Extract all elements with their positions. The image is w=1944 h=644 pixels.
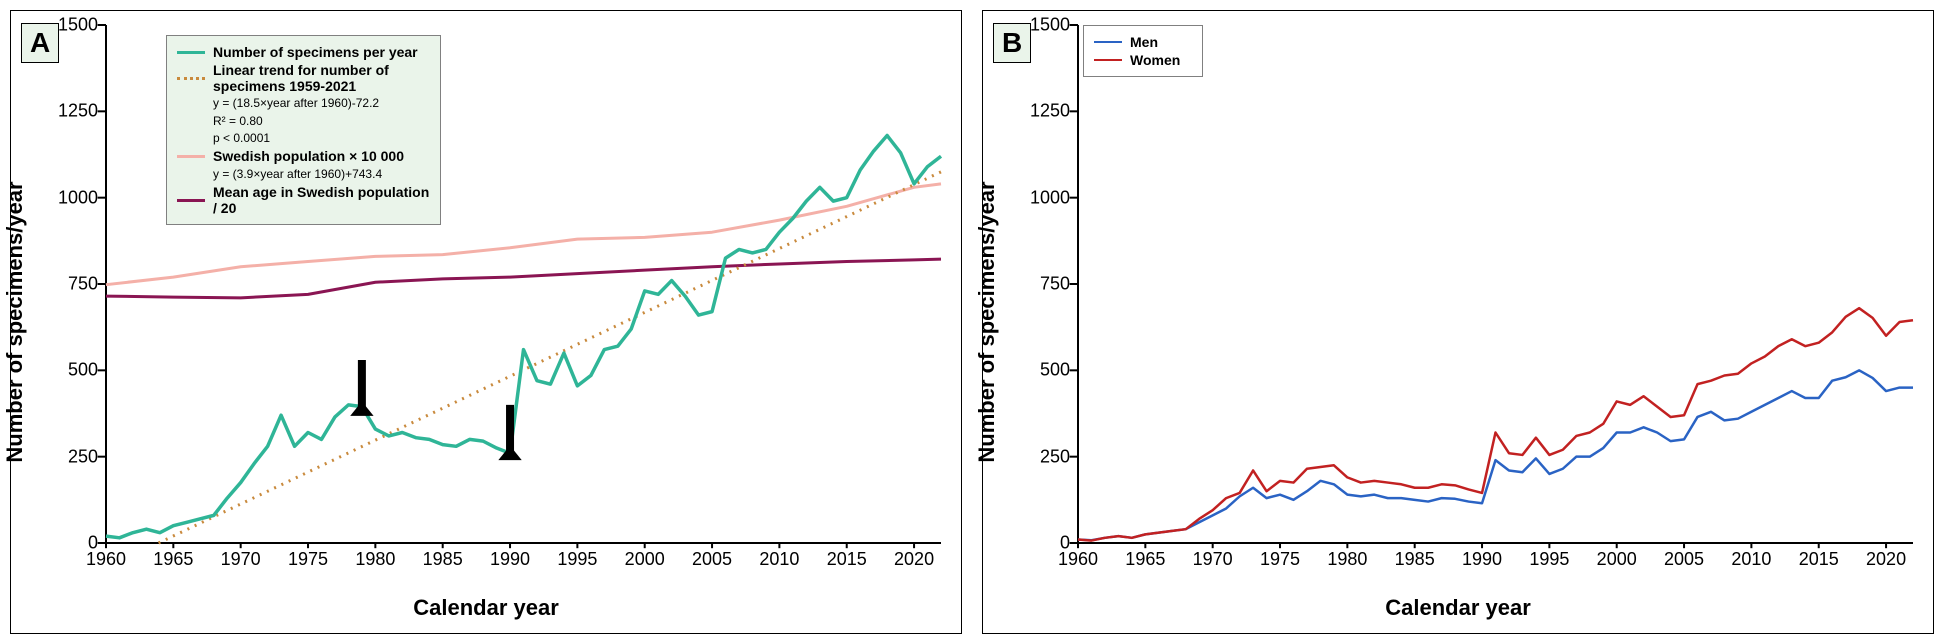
legend-swatch — [177, 51, 205, 54]
legend-swatch — [1094, 59, 1122, 61]
x-tick-label: 1970 — [1193, 549, 1233, 570]
legend-item: Men — [1094, 34, 1192, 50]
x-tick-label: 1970 — [221, 549, 261, 570]
x-tick-label: 2010 — [759, 549, 799, 570]
y-tick-label: 750 — [1040, 274, 1070, 295]
x-tick-label: 1965 — [1125, 549, 1165, 570]
panel-b-chart-svg — [1078, 25, 1913, 543]
legend-a: Number of specimens per year Linear trend… — [166, 35, 441, 225]
y-tick-label: 1500 — [1030, 15, 1070, 36]
panel-b-label: B — [993, 23, 1031, 63]
y-tick-label: 500 — [68, 360, 98, 381]
x-tick-label: 1980 — [355, 549, 395, 570]
y-tick-label: 250 — [1040, 446, 1070, 467]
x-tick-label: 1980 — [1327, 549, 1367, 570]
panel-a-y-axis-label: Number of specimens/year — [2, 181, 28, 462]
series-trend — [159, 172, 941, 543]
x-tick-label: 2000 — [625, 549, 665, 570]
x-tick-label: 1990 — [490, 549, 530, 570]
x-tick-label: 2005 — [692, 549, 732, 570]
panel-b-x-ticks: 1960196519701975198019851990199520002005… — [1078, 549, 1913, 573]
y-tick-label: 250 — [68, 446, 98, 467]
x-tick-label: 1995 — [1529, 549, 1569, 570]
legend-item: Number of specimens per year — [177, 44, 430, 60]
x-tick-label: 2020 — [1866, 549, 1906, 570]
y-tick-label: 500 — [1040, 360, 1070, 381]
x-tick-label: 1965 — [153, 549, 193, 570]
x-tick-label: 1960 — [1058, 549, 1098, 570]
y-tick-label: 1500 — [58, 15, 98, 36]
x-tick-label: 2010 — [1731, 549, 1771, 570]
x-tick-label: 1990 — [1462, 549, 1502, 570]
legend-swatch — [177, 77, 205, 80]
x-tick-label: 1960 — [86, 549, 126, 570]
arrow-down-icon — [498, 446, 521, 461]
x-tick-label: 1985 — [1395, 549, 1435, 570]
y-tick-label: 1000 — [58, 187, 98, 208]
y-tick-label: 1000 — [1030, 187, 1070, 208]
legend-item: Swedish population × 10 000 — [177, 148, 430, 164]
x-tick-label: 2000 — [1597, 549, 1637, 570]
legend-label: Men — [1130, 34, 1158, 50]
x-tick-label: 2005 — [1664, 549, 1704, 570]
legend-label: Mean age in Swedish population / 20 — [213, 184, 430, 216]
x-tick-label: 1975 — [1260, 549, 1300, 570]
legend-label: Women — [1130, 52, 1180, 68]
legend-label: Number of specimens per year — [213, 44, 418, 60]
panel-b-y-axis-label: Number of specimens/year — [974, 181, 1000, 462]
legend-equation: R² = 0.80 — [213, 114, 430, 128]
x-tick-label: 1985 — [423, 549, 463, 570]
x-tick-label: 2015 — [827, 549, 867, 570]
x-tick-label: 2015 — [1799, 549, 1839, 570]
legend-equation: y = (18.5×year after 1960)-72.2 — [213, 96, 430, 110]
series-mean_age — [106, 259, 941, 298]
panel-a-label: A — [21, 23, 59, 63]
x-tick-label: 1975 — [288, 549, 328, 570]
legend-swatch — [1094, 41, 1122, 43]
x-tick-label: 1995 — [557, 549, 597, 570]
legend-swatch — [177, 155, 205, 158]
y-tick-label: 1250 — [58, 101, 98, 122]
legend-item: Mean age in Swedish population / 20 — [177, 184, 430, 216]
legend-b: Men Women — [1083, 25, 1203, 77]
panel-b: B MenWomen Number of specimens/year Cale… — [982, 10, 1934, 634]
legend-label: Linear trend for number of specimens 195… — [213, 62, 430, 94]
legend-item: Women — [1094, 52, 1192, 68]
series-women — [1078, 308, 1913, 540]
legend-item: Linear trend for number of specimens 195… — [177, 62, 430, 94]
legend-swatch — [177, 199, 205, 202]
legend-equation: p < 0.0001 — [213, 131, 430, 145]
panel-a-x-ticks: 1960196519701975198019851990199520002005… — [106, 549, 941, 573]
arrow-down-icon — [350, 401, 373, 416]
legend-label: Swedish population × 10 000 — [213, 148, 404, 164]
panel-a: A Number of specimens per year Linear tre… — [10, 10, 962, 634]
panel-b-x-axis-label: Calendar year — [1385, 595, 1531, 621]
legend-equation: y = (3.9×year after 1960)+743.4 — [213, 167, 430, 181]
y-tick-label: 1250 — [1030, 101, 1070, 122]
panel-b-plot — [1078, 25, 1913, 543]
panel-a-x-axis-label: Calendar year — [413, 595, 559, 621]
y-tick-label: 750 — [68, 274, 98, 295]
x-tick-label: 2020 — [894, 549, 934, 570]
figure-container: A Number of specimens per year Linear tre… — [10, 10, 1934, 634]
